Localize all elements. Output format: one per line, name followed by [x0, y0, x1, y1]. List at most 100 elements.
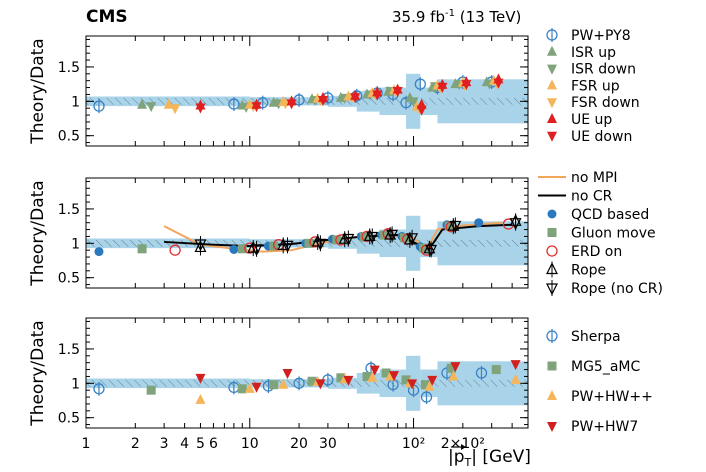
- point-ue-down: [461, 80, 472, 91]
- lumi-value: 35.9 fb: [392, 8, 445, 26]
- legend-marker: [547, 79, 557, 90]
- x-tick-label: 5: [196, 436, 205, 452]
- point-isr-up: [137, 98, 148, 109]
- point-rope-no-cr-: [194, 239, 207, 252]
- panel-middle: 0.5 1 1.5 Theory/Data: [28, 177, 529, 289]
- legend-marker: [547, 361, 557, 371]
- y-axis-title: Theory/Data: [28, 320, 48, 426]
- point-pw-hw-: [195, 393, 206, 404]
- legend-label: UE down: [571, 129, 632, 145]
- legend-marker: [546, 283, 558, 296]
- point-rope-no-cr-: [314, 238, 327, 251]
- legend-marker: [547, 228, 557, 237]
- point-ue-down: [286, 99, 297, 110]
- legend-marker: [547, 390, 557, 400]
- point-qcd-based: [474, 218, 484, 228]
- legend-marker: [547, 422, 557, 432]
- cms-label: CMS: [86, 7, 128, 27]
- legend-label: FSR down: [571, 95, 640, 111]
- legend-marker: [547, 113, 557, 123]
- legend-bottom: Sherpa MG5_aMC PW+HW++ PW+HW7: [546, 329, 653, 435]
- point-pw-hw7: [195, 373, 206, 384]
- point-erd-on: [169, 244, 181, 256]
- point-gluon-move: [359, 232, 369, 242]
- legend-label: UE up: [571, 112, 612, 128]
- point-sherpa: [475, 367, 488, 379]
- y-tick-label: 1: [71, 236, 80, 252]
- uncertainty-hatch: [379, 239, 407, 247]
- uncertainty-hatch: [437, 97, 528, 105]
- point-ue-down: [317, 95, 328, 106]
- x-tick-label: 10²: [402, 436, 425, 452]
- point-pw-hw7: [343, 375, 354, 386]
- point-ue-down: [416, 105, 427, 116]
- x-tick-label: 4: [180, 436, 189, 452]
- point-rope-no-cr-: [509, 218, 522, 231]
- legend-label: Rope: [571, 263, 606, 279]
- point-mg5-amc: [146, 385, 156, 395]
- x-tick-label: 30: [319, 436, 337, 452]
- legend-marker: [546, 330, 558, 342]
- point-pw-py8: [400, 97, 412, 109]
- point-pw-hw-: [510, 373, 521, 384]
- point-mg5-amc: [491, 365, 501, 375]
- point-mg5-amc: [381, 368, 391, 378]
- point-rope-no-cr-: [386, 229, 399, 242]
- legend-label: ISR down: [571, 62, 636, 78]
- point-ue-down: [437, 82, 448, 93]
- x-tick-label: 2: [131, 436, 140, 452]
- point-gluon-move: [237, 244, 247, 254]
- plot-frame: [85, 317, 529, 429]
- uncertainty-hatch: [86, 379, 250, 387]
- point-isr-down: [146, 102, 157, 113]
- point-ue-down: [350, 93, 361, 104]
- y-tick-label: 1.5: [58, 342, 80, 358]
- legend-label: Sherpa: [571, 329, 621, 345]
- point-rope-no-cr-: [342, 233, 355, 246]
- y-axis-title: Theory/Data: [28, 38, 48, 144]
- point-pw-hw7: [251, 382, 262, 393]
- x-axis-sub: T: [464, 456, 472, 469]
- point-ue-down: [251, 102, 262, 113]
- x-tick-label: 10: [241, 436, 259, 452]
- point-pw-hw-: [448, 370, 459, 381]
- point-ue-down: [392, 87, 403, 97]
- legend-marker: [547, 45, 557, 56]
- point-pw-hw7: [369, 365, 380, 376]
- legend-marker: [547, 131, 557, 142]
- x-axis-unit: | [GeV]: [471, 447, 531, 467]
- y-tick-label: 0.5: [58, 129, 80, 145]
- point-qcd-based: [94, 247, 104, 257]
- point-pw-py8: [228, 98, 240, 110]
- plot-frame: [85, 35, 529, 147]
- uncertainty-hatch: [437, 239, 528, 247]
- y-axis-title: Theory/Data: [28, 180, 48, 286]
- point-rope-no-cr-: [425, 244, 438, 257]
- point-rope-no-cr-: [366, 231, 379, 244]
- point-mg5-amc: [336, 373, 346, 383]
- point-erd-on: [244, 242, 256, 254]
- point-mg5-amc: [420, 380, 430, 390]
- legend-label: ISR up: [571, 45, 616, 61]
- point-gluon-move: [399, 233, 409, 243]
- uncertainty-hatch: [356, 379, 380, 387]
- point-pw-hw7: [510, 360, 521, 371]
- legend-marker: [546, 262, 558, 275]
- legend-label: FSR up: [571, 78, 620, 94]
- uncertainty-hatch: [86, 239, 250, 247]
- x-tick-label: 3: [160, 436, 169, 452]
- y-tick-label: 1.5: [58, 202, 80, 218]
- legend-label: PW+HW++: [571, 389, 653, 405]
- uncertainty-hatch: [327, 379, 357, 387]
- point-mg5-amc: [237, 384, 247, 394]
- point-pw-hw-: [244, 382, 255, 393]
- uncertainty-hatch: [356, 239, 380, 247]
- point-rope-no-cr-: [449, 220, 462, 233]
- point-pw-hw-: [367, 371, 378, 382]
- point-sherpa: [93, 383, 105, 395]
- y-tick-label: 0.5: [58, 271, 80, 287]
- point-gluon-move: [418, 243, 428, 253]
